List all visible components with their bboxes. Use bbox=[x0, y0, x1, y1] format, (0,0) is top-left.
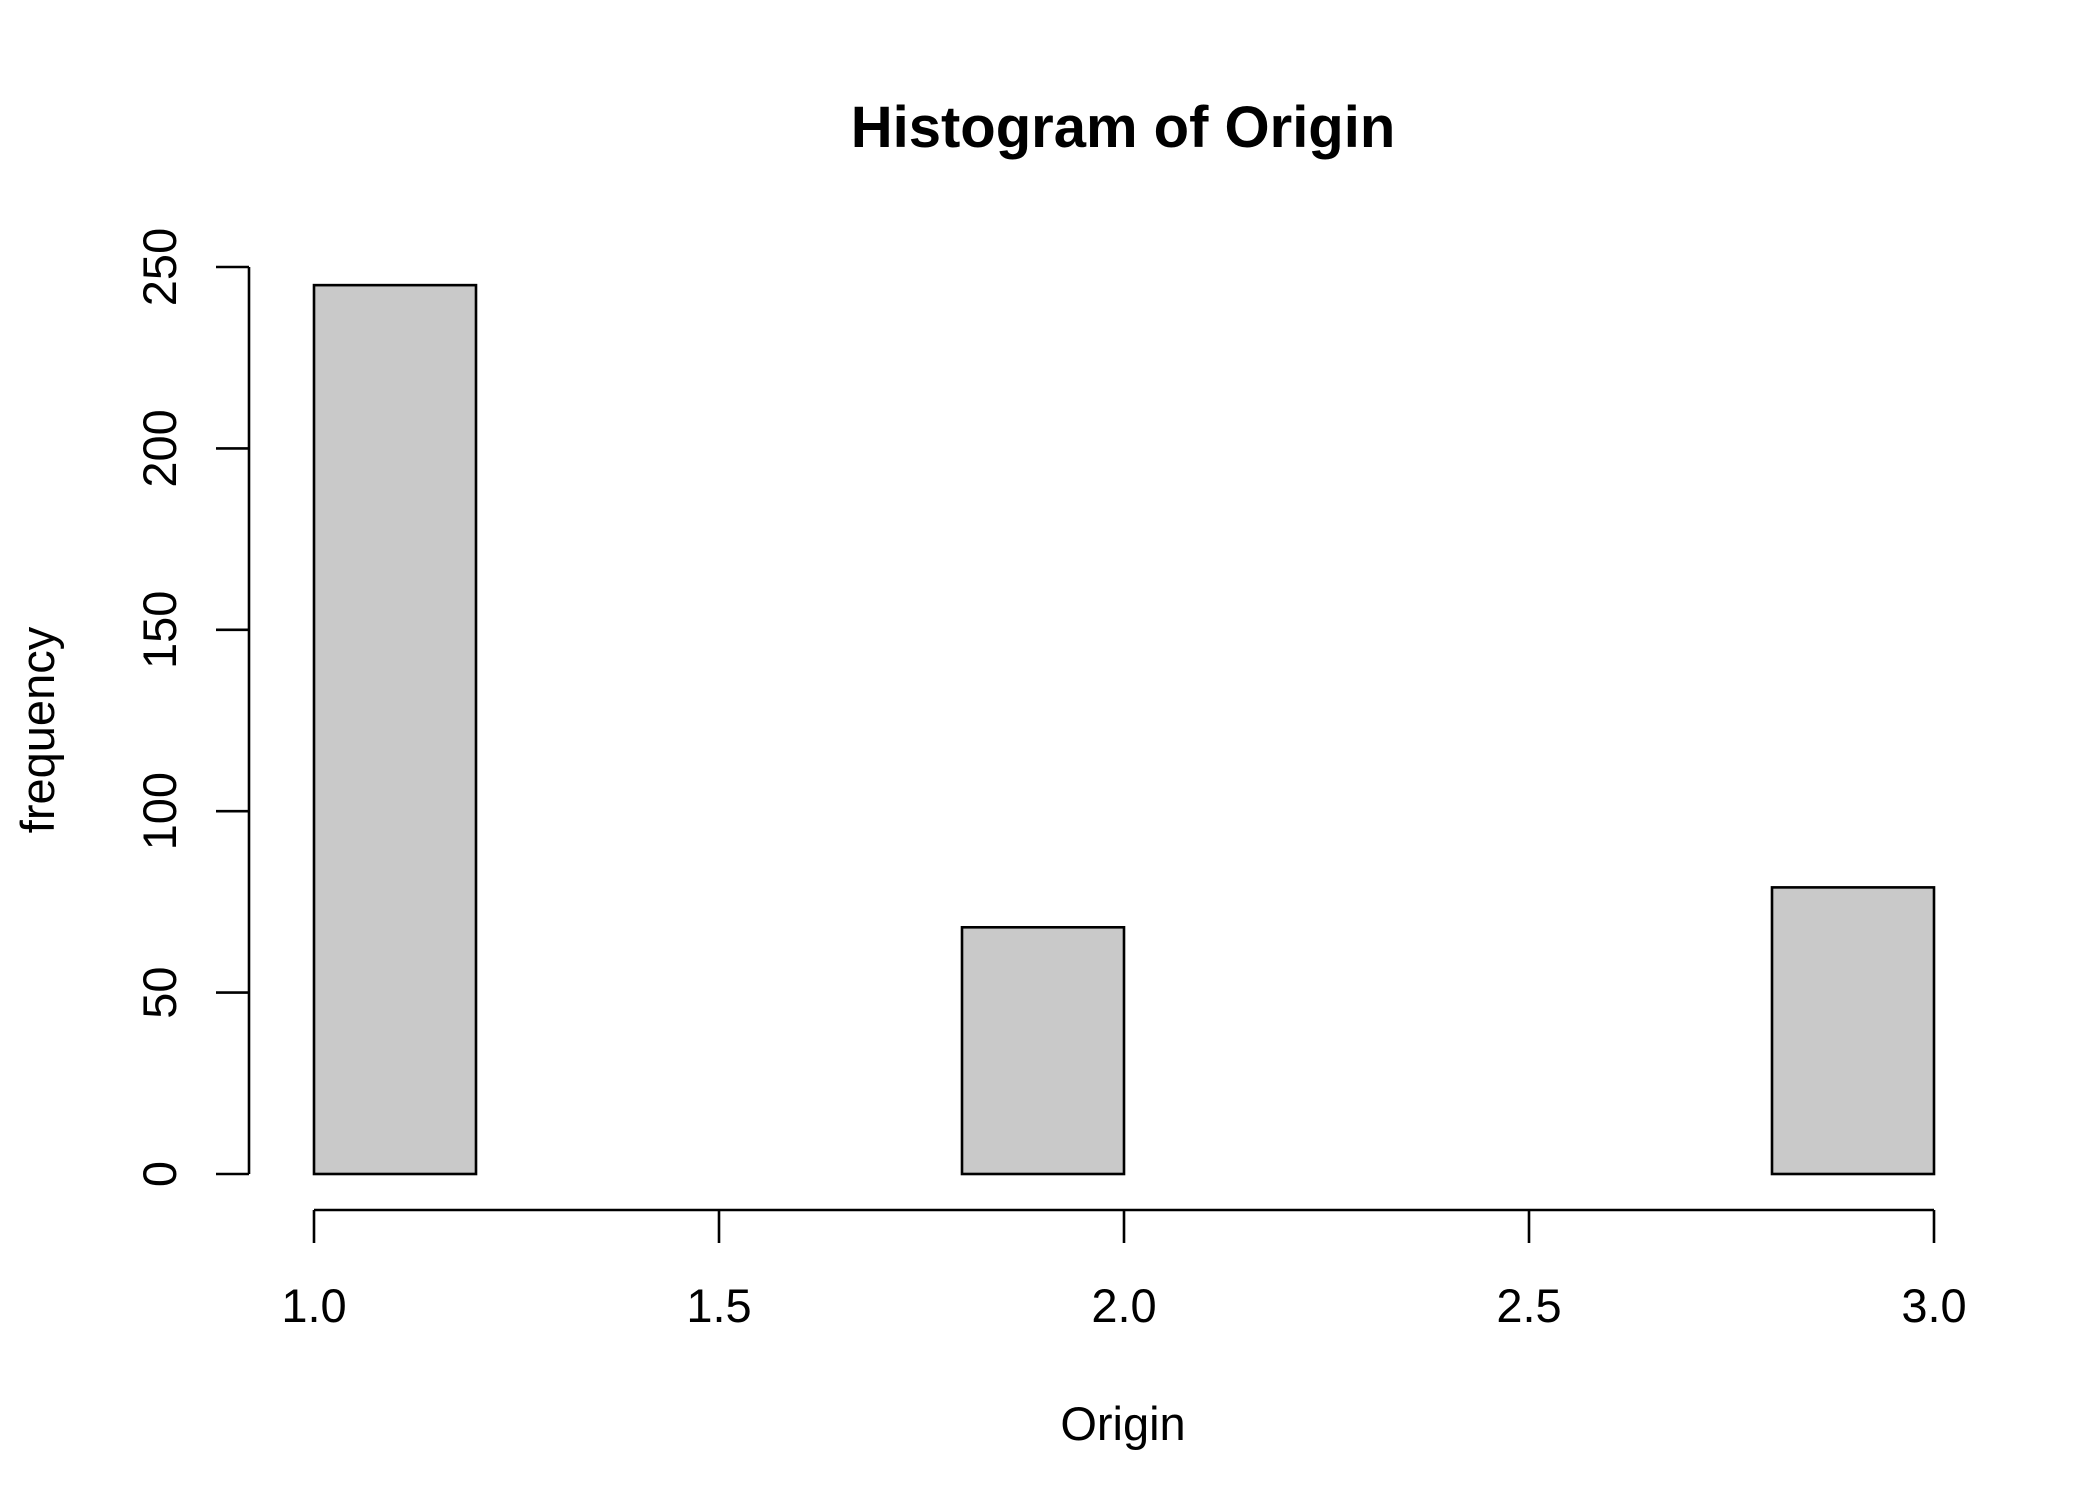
x-tick-label: 1.5 bbox=[686, 1279, 751, 1332]
y-tick-label: 0 bbox=[133, 1161, 186, 1187]
y-axis-label: frequency bbox=[11, 626, 64, 833]
x-tick-label: 2.0 bbox=[1091, 1279, 1156, 1332]
chart-title: Histogram of Origin bbox=[851, 95, 1396, 160]
bars bbox=[312, 283, 1936, 1176]
histogram-bar bbox=[312, 283, 478, 1176]
y-tick-label: 100 bbox=[133, 772, 186, 850]
x-tick-label: 3.0 bbox=[1901, 1279, 1966, 1332]
x-tick-label: 1.0 bbox=[281, 1279, 346, 1332]
x-axis-label: Origin bbox=[1060, 1397, 1185, 1450]
y-tick-label: 50 bbox=[133, 966, 186, 1018]
y-axis: 0 50 100 150 200 250 bbox=[133, 228, 251, 1187]
y-tick-label: 250 bbox=[133, 228, 186, 306]
y-tick-label: 150 bbox=[133, 591, 186, 669]
x-tick-label: 2.5 bbox=[1496, 1279, 1561, 1332]
histogram-bar bbox=[1770, 886, 1936, 1176]
y-tick-label: 200 bbox=[133, 409, 186, 487]
x-axis: 1.0 1.5 2.0 2.5 3.0 bbox=[281, 1208, 1967, 1332]
histogram-bar bbox=[960, 925, 1126, 1176]
